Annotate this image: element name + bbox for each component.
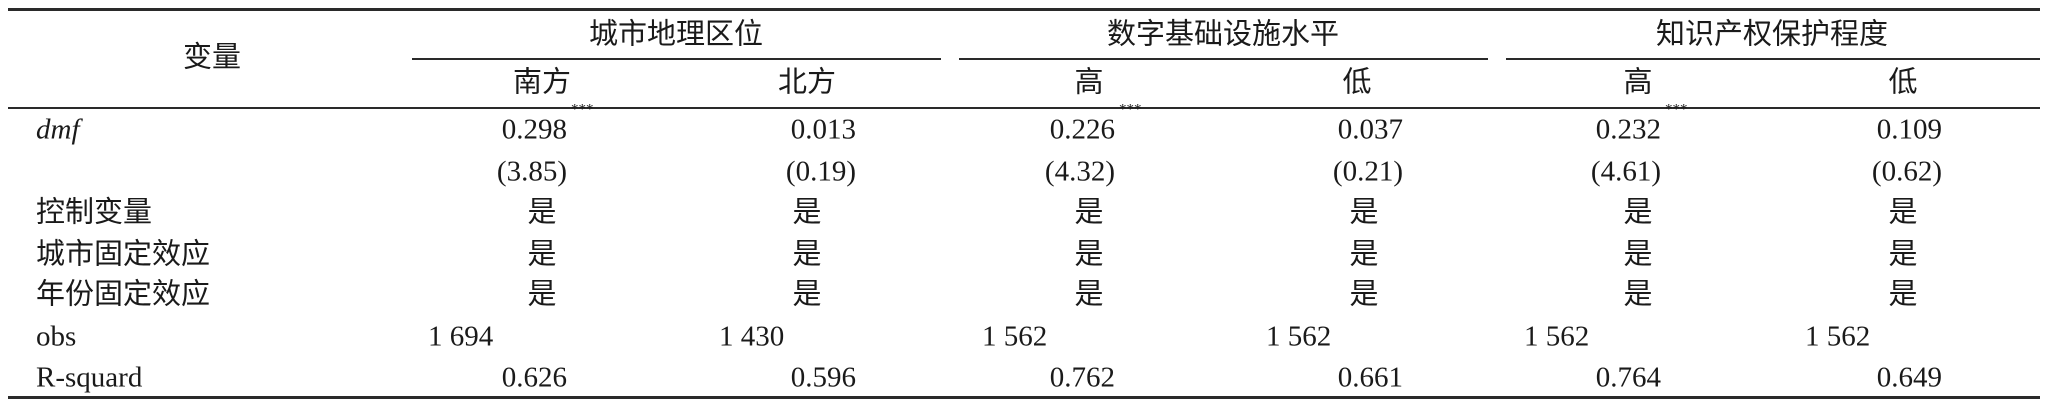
cell-value: (0.21) [1332,155,1403,188]
cell-value: 0.232 [1595,113,1661,146]
cell-city_fe: 是 [527,238,557,271]
cell-tstat: (3.85) [496,155,567,188]
cell-r2: 0.764 [1595,361,1661,394]
cell-city_fe: 是 [1888,238,1918,271]
sub-header: 高 [1074,66,1104,99]
cell-value: 0.596 [790,361,856,394]
cell-city_fe: 是 [1349,238,1379,271]
cell-dmf: 0.109 [1876,113,1942,146]
cell-value: (0.62) [1871,155,1942,188]
cell-controls: 是 [1074,196,1104,229]
cell-controls: 是 [792,196,822,229]
cell-city_fe: 是 [1623,238,1653,271]
cell-controls: 是 [1623,196,1653,229]
sub-header: 低 [1888,66,1918,99]
cell-year_fe: 是 [1623,278,1653,311]
cell-obs: 1 562 [1805,320,1871,353]
bottom-rule [8,396,2040,399]
cell-value: 0.762 [1049,361,1115,394]
group-underline-2 [959,58,1488,60]
cell-tstat: (0.62) [1871,155,1942,188]
sub-header: 低 [1342,66,1372,99]
group-header: 数字基础设施水平 [1106,18,1340,51]
cell-city_fe: 是 [792,238,822,271]
cell-controls: 是 [1349,196,1379,229]
cell-value: 0.109 [1876,113,1942,146]
sub-header: 高 [1623,66,1653,99]
cell-obs: 1 562 [982,320,1048,353]
cell-controls: 是 [527,196,557,229]
cell-year_fe: 是 [1074,278,1104,311]
cell-year_fe: 是 [1349,278,1379,311]
cell-dmf: 0.037 [1337,113,1403,146]
group-header: 知识产权保护程度 [1655,18,1889,51]
cell-tstat: (0.19) [785,155,856,188]
row-label-obs: obs [36,320,77,353]
cell-tstat: (0.21) [1332,155,1403,188]
row-label-year_fe: 年份固定效应 [36,278,211,311]
cell-value: 0.626 [501,361,567,394]
cell-dmf: 0.013 [790,113,856,146]
cell-obs: 1 694 [428,320,494,353]
row-label-dmf: dmf [36,113,80,146]
cell-value: 0.226 [1049,113,1115,146]
sub-header: 南方 [512,66,572,99]
cell-value: (4.32) [1044,155,1115,188]
cell-value: (3.85) [496,155,567,188]
cell-value: (4.61) [1590,155,1661,188]
group-underline-3 [1506,58,2040,60]
cell-city_fe: 是 [1074,238,1104,271]
row-label-city_fe: 城市固定效应 [36,238,211,271]
cell-r2: 0.649 [1876,361,1942,394]
significance-stars: *** [1665,101,1688,118]
significance-stars: *** [571,101,594,118]
header-rule [8,107,2040,109]
cell-obs: 1 430 [719,320,785,353]
cell-value: (0.19) [785,155,856,188]
cell-year_fe: 是 [527,278,557,311]
cell-tstat: (4.32) [1044,155,1115,188]
cell-year_fe: 是 [792,278,822,311]
cell-tstat: (4.61) [1590,155,1661,188]
cell-dmf: 0.232 *** [1595,102,1688,146]
cell-value: 0.661 [1337,361,1403,394]
cell-dmf: 0.226 *** [1049,102,1142,146]
cell-controls: 是 [1888,196,1918,229]
cell-dmf: 0.298 *** [501,102,594,146]
group-underline-1 [412,58,941,60]
cell-year_fe: 是 [1888,278,1918,311]
cell-value: 0.013 [790,113,856,146]
top-rule [8,8,2040,11]
cell-value: 0.764 [1595,361,1661,394]
variable-header: 变量 [182,41,242,74]
sub-header: 北方 [777,66,837,99]
cell-value: 0.298 [501,113,567,146]
row-label-r2: R-squard [36,361,143,394]
cell-r2: 0.661 [1337,361,1403,394]
cell-r2: 0.596 [790,361,856,394]
cell-obs: 1 562 [1266,320,1332,353]
cell-obs: 1 562 [1524,320,1590,353]
group-header: 城市地理区位 [588,18,764,51]
cell-r2: 0.762 [1049,361,1115,394]
significance-stars: *** [1119,101,1142,118]
row-label-controls: 控制变量 [36,196,153,229]
cell-value: 0.037 [1337,113,1403,146]
cell-r2: 0.626 [501,361,567,394]
cell-value: 0.649 [1876,361,1942,394]
